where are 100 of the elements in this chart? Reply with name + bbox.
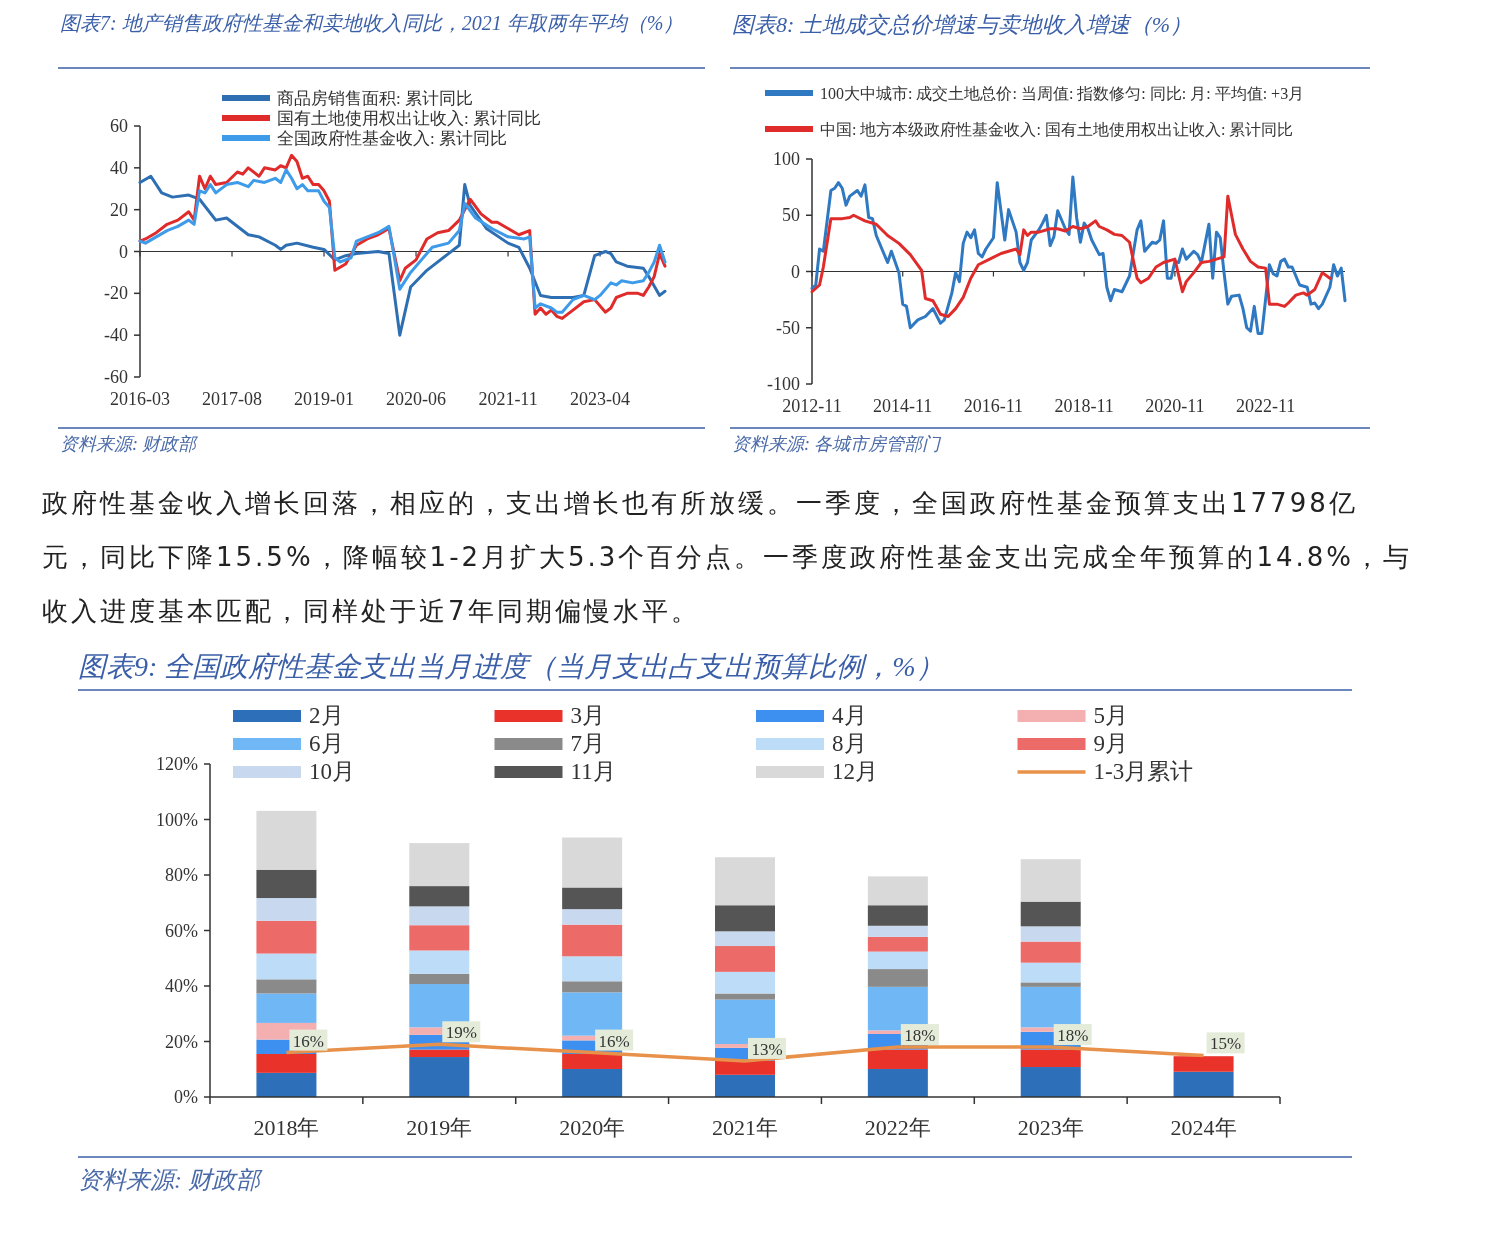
legend-label: 中国: 地方本级政府性基金收入: 国有土地使用权出让收入: 累计同比 <box>820 120 1294 138</box>
x-tick-label: 2016-11 <box>963 396 1024 416</box>
bar <box>409 984 470 1028</box>
y-tick-label: -100 <box>767 374 800 394</box>
data-label: 18% <box>904 1026 936 1046</box>
legend-label: 9月 <box>1093 731 1128 757</box>
bar <box>715 1074 775 1097</box>
bar <box>256 953 317 980</box>
x-tick-label: 2014-11 <box>873 396 933 416</box>
bar <box>256 979 317 994</box>
y-tick-label: 120% <box>156 754 198 774</box>
bar <box>1173 1071 1234 1097</box>
legend-label: 100大中城市: 成交土地总价: 当周值: 指数修匀: 同比: 月: 平均值: +3月 <box>820 84 1305 102</box>
data-label: 18% <box>1057 1026 1089 1046</box>
x-tick-label: 2020年 <box>559 1115 626 1140</box>
y-tick-label: -50 <box>776 317 800 338</box>
data-label: 16% <box>292 1031 325 1051</box>
x-tick-label: 2020-11 <box>1145 396 1205 416</box>
bar <box>867 986 928 1031</box>
legend-label: 全国政府性基金收入: 累计同比 <box>277 129 507 149</box>
y-tick-label: 80% <box>165 865 198 885</box>
bar <box>715 1060 775 1075</box>
bar <box>256 810 317 870</box>
y-tick-label: 0% <box>174 1087 198 1107</box>
y-tick-label: 40% <box>165 976 198 996</box>
text: 政府性基金收入增长回落，相应的，支出增长也有所放缓。一季度，全国政府性基金预算支出17798亿元，同比下降15.5%，降幅较1-2月扩大5.3个百分点。一季度政府性基金支出完成全年预算的14.8%，与收入进度基本匹配，同样处于近7年同期偏慢水平。 <box>42 487 1413 628</box>
x-tick-label: 2017-08 <box>202 389 263 409</box>
y-tick-label: 100% <box>156 809 198 830</box>
text: 资料来源: 各城市房管部门 <box>732 433 942 456</box>
bar <box>867 936 928 952</box>
bar <box>256 898 317 921</box>
bar <box>715 971 775 994</box>
y-tick-label: 40 <box>110 157 128 178</box>
y-tick-label: 0 <box>791 261 800 282</box>
bar <box>562 837 623 888</box>
bar <box>715 993 775 1000</box>
x-tick-label: 2018年 <box>253 1115 320 1140</box>
bar <box>1173 1056 1234 1072</box>
bar <box>867 951 928 970</box>
x-tick-label: 2020-06 <box>386 389 447 409</box>
bar <box>562 1068 623 1097</box>
line-series <box>810 194 1332 318</box>
data-label: 13% <box>751 1039 783 1059</box>
legend-label: 商品房销售面积: 累计同比 <box>277 89 473 109</box>
text: 资料来源: 财政部 <box>78 1166 264 1195</box>
bar <box>715 931 775 947</box>
bar <box>409 843 470 887</box>
bar <box>1020 926 1081 942</box>
chart-title: 图表8: 土地成交总价增速与卖地收入增速（%） <box>732 11 1194 39</box>
legend-label: 7月 <box>570 731 605 757</box>
y-tick-label: -20 <box>104 283 128 304</box>
bar <box>562 992 623 1036</box>
bar <box>409 1057 470 1097</box>
bar <box>409 906 470 926</box>
legend-label: 1-3月累计 <box>1093 759 1194 785</box>
x-tick-label: 2021年 <box>712 1115 778 1140</box>
legend-label: 2月 <box>309 703 344 729</box>
bar <box>409 886 470 907</box>
bar <box>867 905 928 926</box>
y-tick-label: 0 <box>119 241 128 262</box>
legend-label: 6月 <box>309 731 344 757</box>
bar <box>562 956 623 982</box>
chart-title: 图表7: 地产销售政府性基金和卖地收入同比，2021 年取两年平均（%） <box>60 11 685 36</box>
legend-label: 3月 <box>570 703 605 729</box>
x-tick-label: 2022年 <box>864 1115 931 1140</box>
bar <box>715 946 775 972</box>
bar <box>867 1068 928 1097</box>
bar <box>256 1053 317 1073</box>
bar <box>1020 982 1081 987</box>
bar <box>867 1049 928 1069</box>
legend-label: 5月 <box>1093 703 1128 729</box>
bar <box>867 876 928 906</box>
y-tick-label: -40 <box>104 325 128 346</box>
bar <box>867 925 928 937</box>
data-label: 16% <box>598 1031 630 1051</box>
bar <box>562 1053 623 1069</box>
bar <box>562 981 623 993</box>
y-tick-label: 100 <box>773 149 800 169</box>
bar <box>562 887 623 910</box>
bar <box>1020 962 1081 983</box>
y-tick-label: 60% <box>165 920 198 941</box>
bar <box>1020 859 1081 902</box>
x-tick-label: 2023年 <box>1017 1115 1084 1140</box>
legend-label: 11月 <box>570 759 616 785</box>
x-tick-label: 2012-11 <box>782 396 842 416</box>
y-tick-label: 20% <box>165 1031 198 1052</box>
y-tick-label: 50 <box>782 205 800 226</box>
bar <box>1020 901 1081 927</box>
bar <box>715 999 775 1044</box>
bar <box>409 1049 470 1058</box>
bar <box>256 1072 317 1097</box>
data-label: 19% <box>445 1023 477 1043</box>
legend-label: 12月 <box>832 759 878 785</box>
bar <box>1020 986 1081 1028</box>
bar <box>715 857 775 906</box>
x-tick-label: 2022-11 <box>1235 396 1296 416</box>
bar <box>409 925 470 951</box>
legend-label: 8月 <box>832 731 867 757</box>
x-tick-label: 2021-11 <box>478 389 538 409</box>
x-tick-label: 2019年 <box>406 1115 473 1140</box>
